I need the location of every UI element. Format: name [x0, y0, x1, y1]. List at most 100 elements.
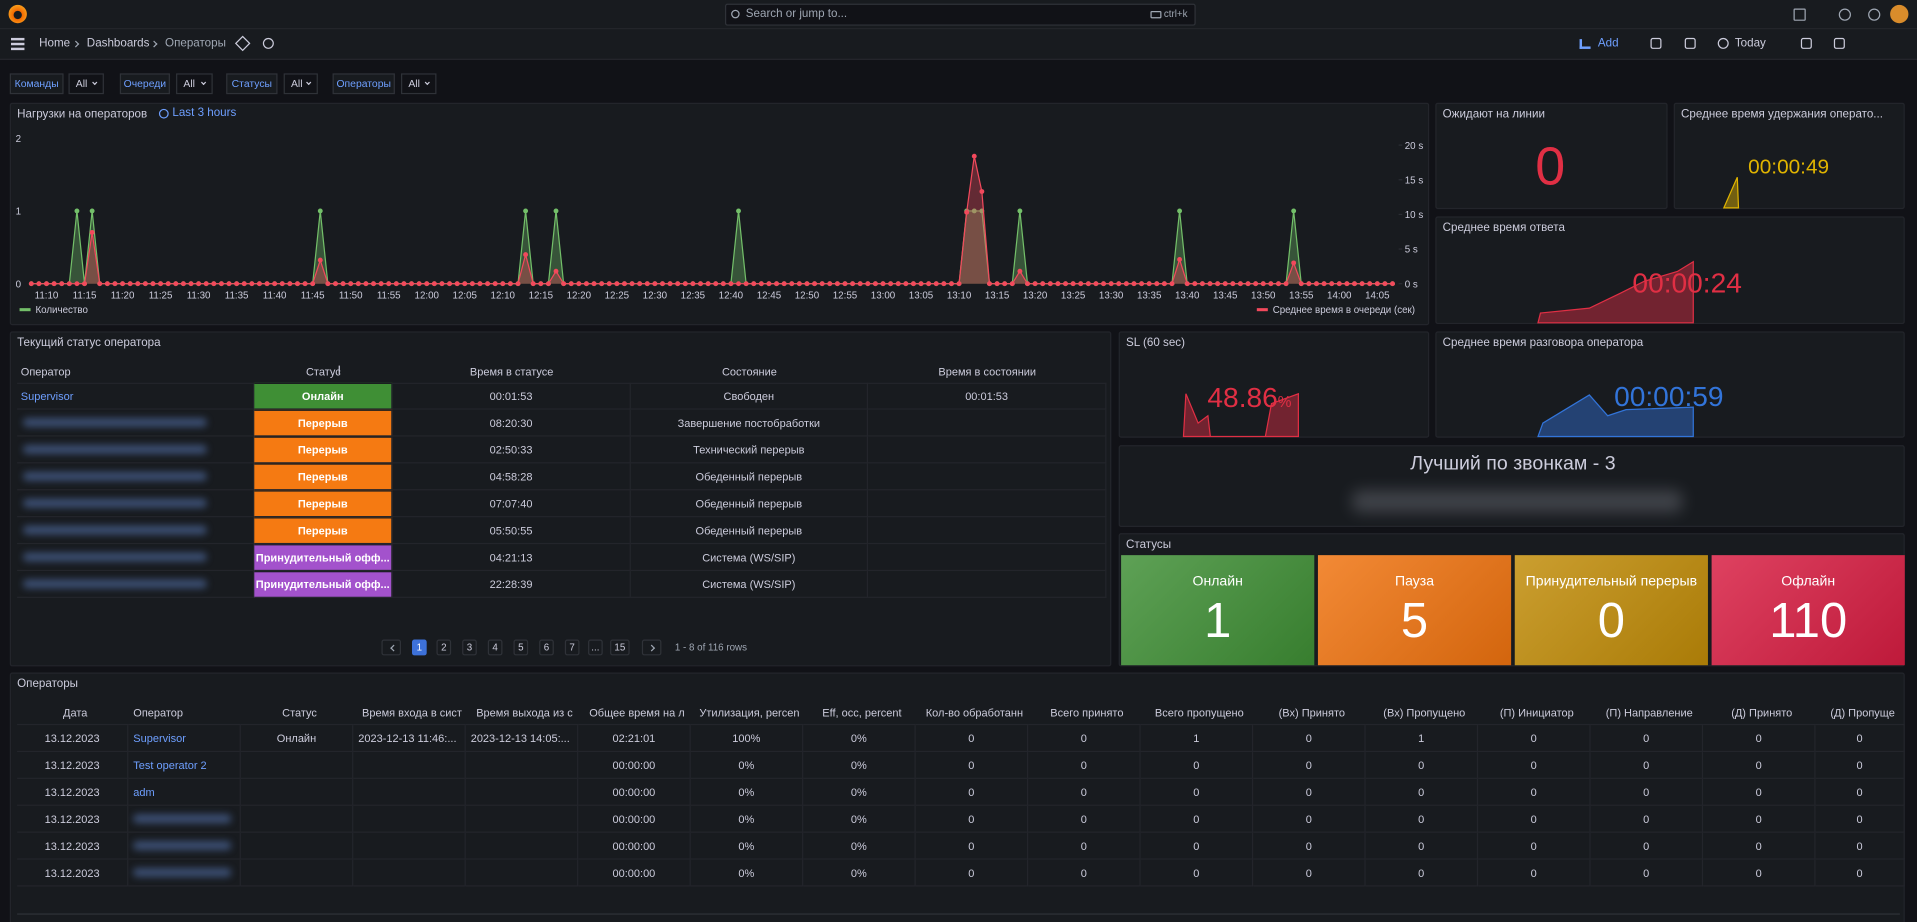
search-box[interactable] — [724, 3, 1196, 26]
table-cell[interactable]: Test operator 2 — [128, 752, 241, 779]
data-point — [1359, 281, 1365, 287]
variable-value[interactable]: All — [68, 73, 104, 95]
table-cell: 0 — [1703, 805, 1816, 833]
table-cell[interactable] — [17, 409, 255, 437]
panel: Статусы Онлайн 1 Пауза 5 Принудительный перер… — [1118, 533, 1905, 667]
table-cell[interactable] — [17, 571, 255, 598]
table-cell: Обеденный перерыв — [630, 463, 869, 491]
data-point — [51, 281, 57, 287]
table-cell — [353, 778, 466, 806]
data-point — [865, 281, 871, 287]
column-header: Всего принято — [1028, 701, 1141, 726]
data-point — [447, 281, 452, 287]
table-cell[interactable]: adm — [128, 778, 241, 806]
avatar[interactable] — [1890, 4, 1909, 24]
panel: Ожидают на линии — [1435, 102, 1668, 210]
data-point — [1260, 281, 1266, 287]
table-cell: 0% — [690, 805, 804, 833]
blurred-name — [133, 814, 232, 823]
variable-value[interactable]: All — [401, 73, 437, 95]
data-point — [1070, 281, 1076, 287]
table-cell[interactable]: Supervisor — [17, 382, 255, 410]
table-cell: 100% — [690, 725, 804, 753]
table-cell: 0 — [1478, 725, 1591, 753]
data-point — [120, 281, 125, 287]
data-point — [827, 281, 833, 287]
table-cell[interactable] — [128, 859, 241, 887]
table-cell[interactable] — [17, 490, 255, 518]
page-button[interactable]: 1 — [412, 639, 427, 656]
page-button[interactable]: 15 — [610, 639, 630, 656]
x-tick-label: 14:05 — [1365, 290, 1390, 301]
page-button[interactable] — [381, 639, 402, 656]
status-badge: Перерыв — [254, 409, 393, 437]
toolbar-icon[interactable] — [1684, 37, 1696, 49]
column-header: Eff, occ, percent — [803, 701, 916, 726]
data-point — [682, 281, 688, 287]
table-cell[interactable] — [17, 544, 255, 572]
table-cell[interactable] — [128, 805, 241, 833]
data-point — [1184, 281, 1190, 287]
top-icon[interactable] — [1793, 8, 1806, 21]
share-icon[interactable] — [262, 37, 274, 49]
data-point — [317, 208, 323, 214]
toolbar-icon[interactable] — [1833, 37, 1845, 49]
data-point — [994, 281, 1000, 287]
top-icon[interactable] — [1838, 8, 1851, 21]
data-point — [1352, 281, 1357, 287]
table-cell: 0 — [1028, 805, 1141, 833]
data-point — [1032, 281, 1038, 287]
y-tick-label: 2 — [16, 134, 21, 145]
table-cell[interactable] — [17, 436, 255, 464]
data-point — [1108, 281, 1114, 287]
breadcrumb[interactable]: Dashboards — [86, 36, 150, 51]
table-cell[interactable] — [128, 832, 241, 860]
page-button[interactable]: 2 — [436, 639, 452, 656]
data-point — [1291, 260, 1297, 266]
data-point — [675, 281, 681, 287]
table-cell[interactable] — [17, 517, 255, 545]
variable-value[interactable]: All — [176, 73, 213, 95]
table-cell: 00:00:00 — [578, 832, 691, 860]
data-point — [1078, 281, 1084, 287]
page-button[interactable] — [641, 639, 662, 656]
add-icon — [1579, 39, 1591, 49]
page-button[interactable]: 4 — [487, 639, 503, 656]
status-count: 5 — [1400, 594, 1429, 649]
table-cell: Технический перерыв — [630, 436, 869, 464]
table-cell[interactable]: Supervisor — [128, 725, 241, 753]
data-point — [1336, 281, 1342, 287]
table-cell — [353, 752, 466, 779]
page-button[interactable]: 7 — [564, 639, 580, 656]
table-cell[interactable] — [17, 463, 255, 491]
data-point — [127, 281, 133, 287]
table-cell — [868, 409, 1107, 437]
table-cell: 0% — [803, 805, 916, 833]
breadcrumb[interactable]: Home — [39, 36, 71, 51]
x-tick-label: 12:30 — [643, 290, 668, 301]
table-cell: 0 — [1365, 752, 1479, 779]
table-cell: 0 — [915, 805, 1029, 833]
table-cell: 0 — [1478, 832, 1591, 860]
variable-value[interactable]: All — [283, 73, 318, 95]
page-button[interactable]: 6 — [539, 639, 554, 656]
data-point — [880, 281, 886, 287]
time-range[interactable]: Today — [1734, 36, 1766, 51]
top-icon[interactable] — [1868, 8, 1881, 21]
page-button[interactable]: 5 — [513, 639, 529, 656]
x-tick-label: 11:15 — [73, 290, 97, 301]
data-point — [165, 281, 171, 287]
panel: Среднее время удержания операто... — [1673, 102, 1905, 210]
add-button[interactable]: Add — [1597, 36, 1619, 51]
x-tick-label: 13:55 — [1289, 290, 1314, 301]
table-cell: 04:21:13 — [392, 544, 631, 572]
toolbar-icon[interactable] — [1800, 37, 1812, 49]
page-button[interactable]: ... — [588, 639, 603, 656]
page-button[interactable]: 3 — [462, 639, 477, 656]
table-cell: 0 — [1140, 805, 1254, 833]
data-point — [796, 281, 802, 287]
toolbar-icon[interactable] — [1650, 37, 1662, 49]
y-tick-label: 0 — [16, 279, 22, 290]
table-cell: 0 — [1703, 832, 1816, 860]
data-point — [333, 281, 338, 287]
